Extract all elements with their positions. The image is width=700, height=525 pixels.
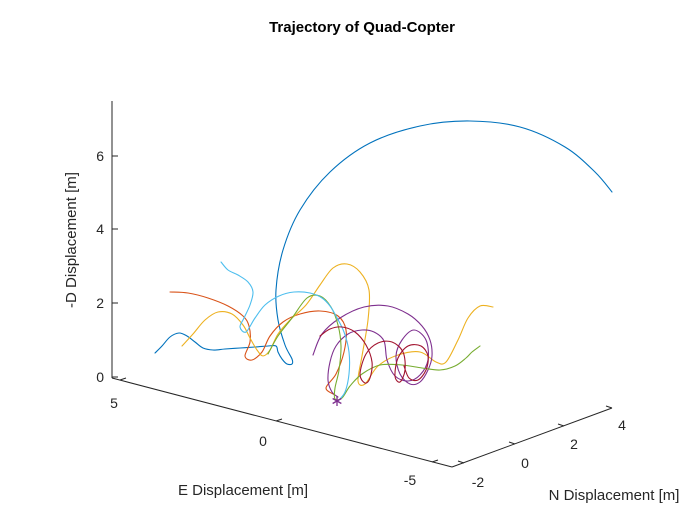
- start-marker: [332, 396, 342, 406]
- y-tick-label-4: 4: [618, 417, 626, 433]
- trajectory-series-group: [154, 120, 613, 402]
- start-marker-stroke-3: [332, 397, 342, 405]
- y-tick-label-neg2: -2: [472, 474, 485, 490]
- x-axis-label: E Displacement [m]: [178, 482, 308, 499]
- y-tick-4: [605, 405, 613, 409]
- trajectory-line-4: [312, 304, 433, 398]
- trajectory-line-6: [220, 261, 351, 402]
- x-axis-line: [111, 377, 453, 468]
- trajectory-line-1: [154, 120, 613, 366]
- x-tick-5: [119, 377, 127, 381]
- chart-title: Trajectory of Quad-Copter: [269, 19, 455, 36]
- z-tick-label-0: 0: [96, 369, 104, 385]
- x-tick-label-neg5: -5: [404, 472, 417, 488]
- x-tick-0: [275, 418, 283, 422]
- y-axis-label: N Displacement [m]: [549, 487, 680, 504]
- trajectory-line-7: [319, 326, 429, 384]
- z-tick-label-4: 4: [96, 221, 104, 237]
- x-tick-neg5: [431, 459, 439, 463]
- y-axis-line: [451, 407, 613, 468]
- y-tick-0: [508, 441, 516, 445]
- z-tick-label-6: 6: [96, 148, 104, 164]
- x-tick-label-5: 5: [110, 395, 118, 411]
- y-tick-2: [557, 423, 565, 427]
- z-tick-label-2: 2: [96, 295, 104, 311]
- y-tick-label-2: 2: [570, 436, 578, 452]
- z-axis-label: -D Displacement [m]: [63, 172, 80, 308]
- y-tick-label-0: 0: [521, 455, 529, 471]
- trajectory-line-2: [169, 291, 347, 396]
- trajectory-line-3: [181, 263, 494, 386]
- x-tick-label-0: 0: [259, 433, 267, 449]
- y-tick-neg2: [457, 460, 465, 464]
